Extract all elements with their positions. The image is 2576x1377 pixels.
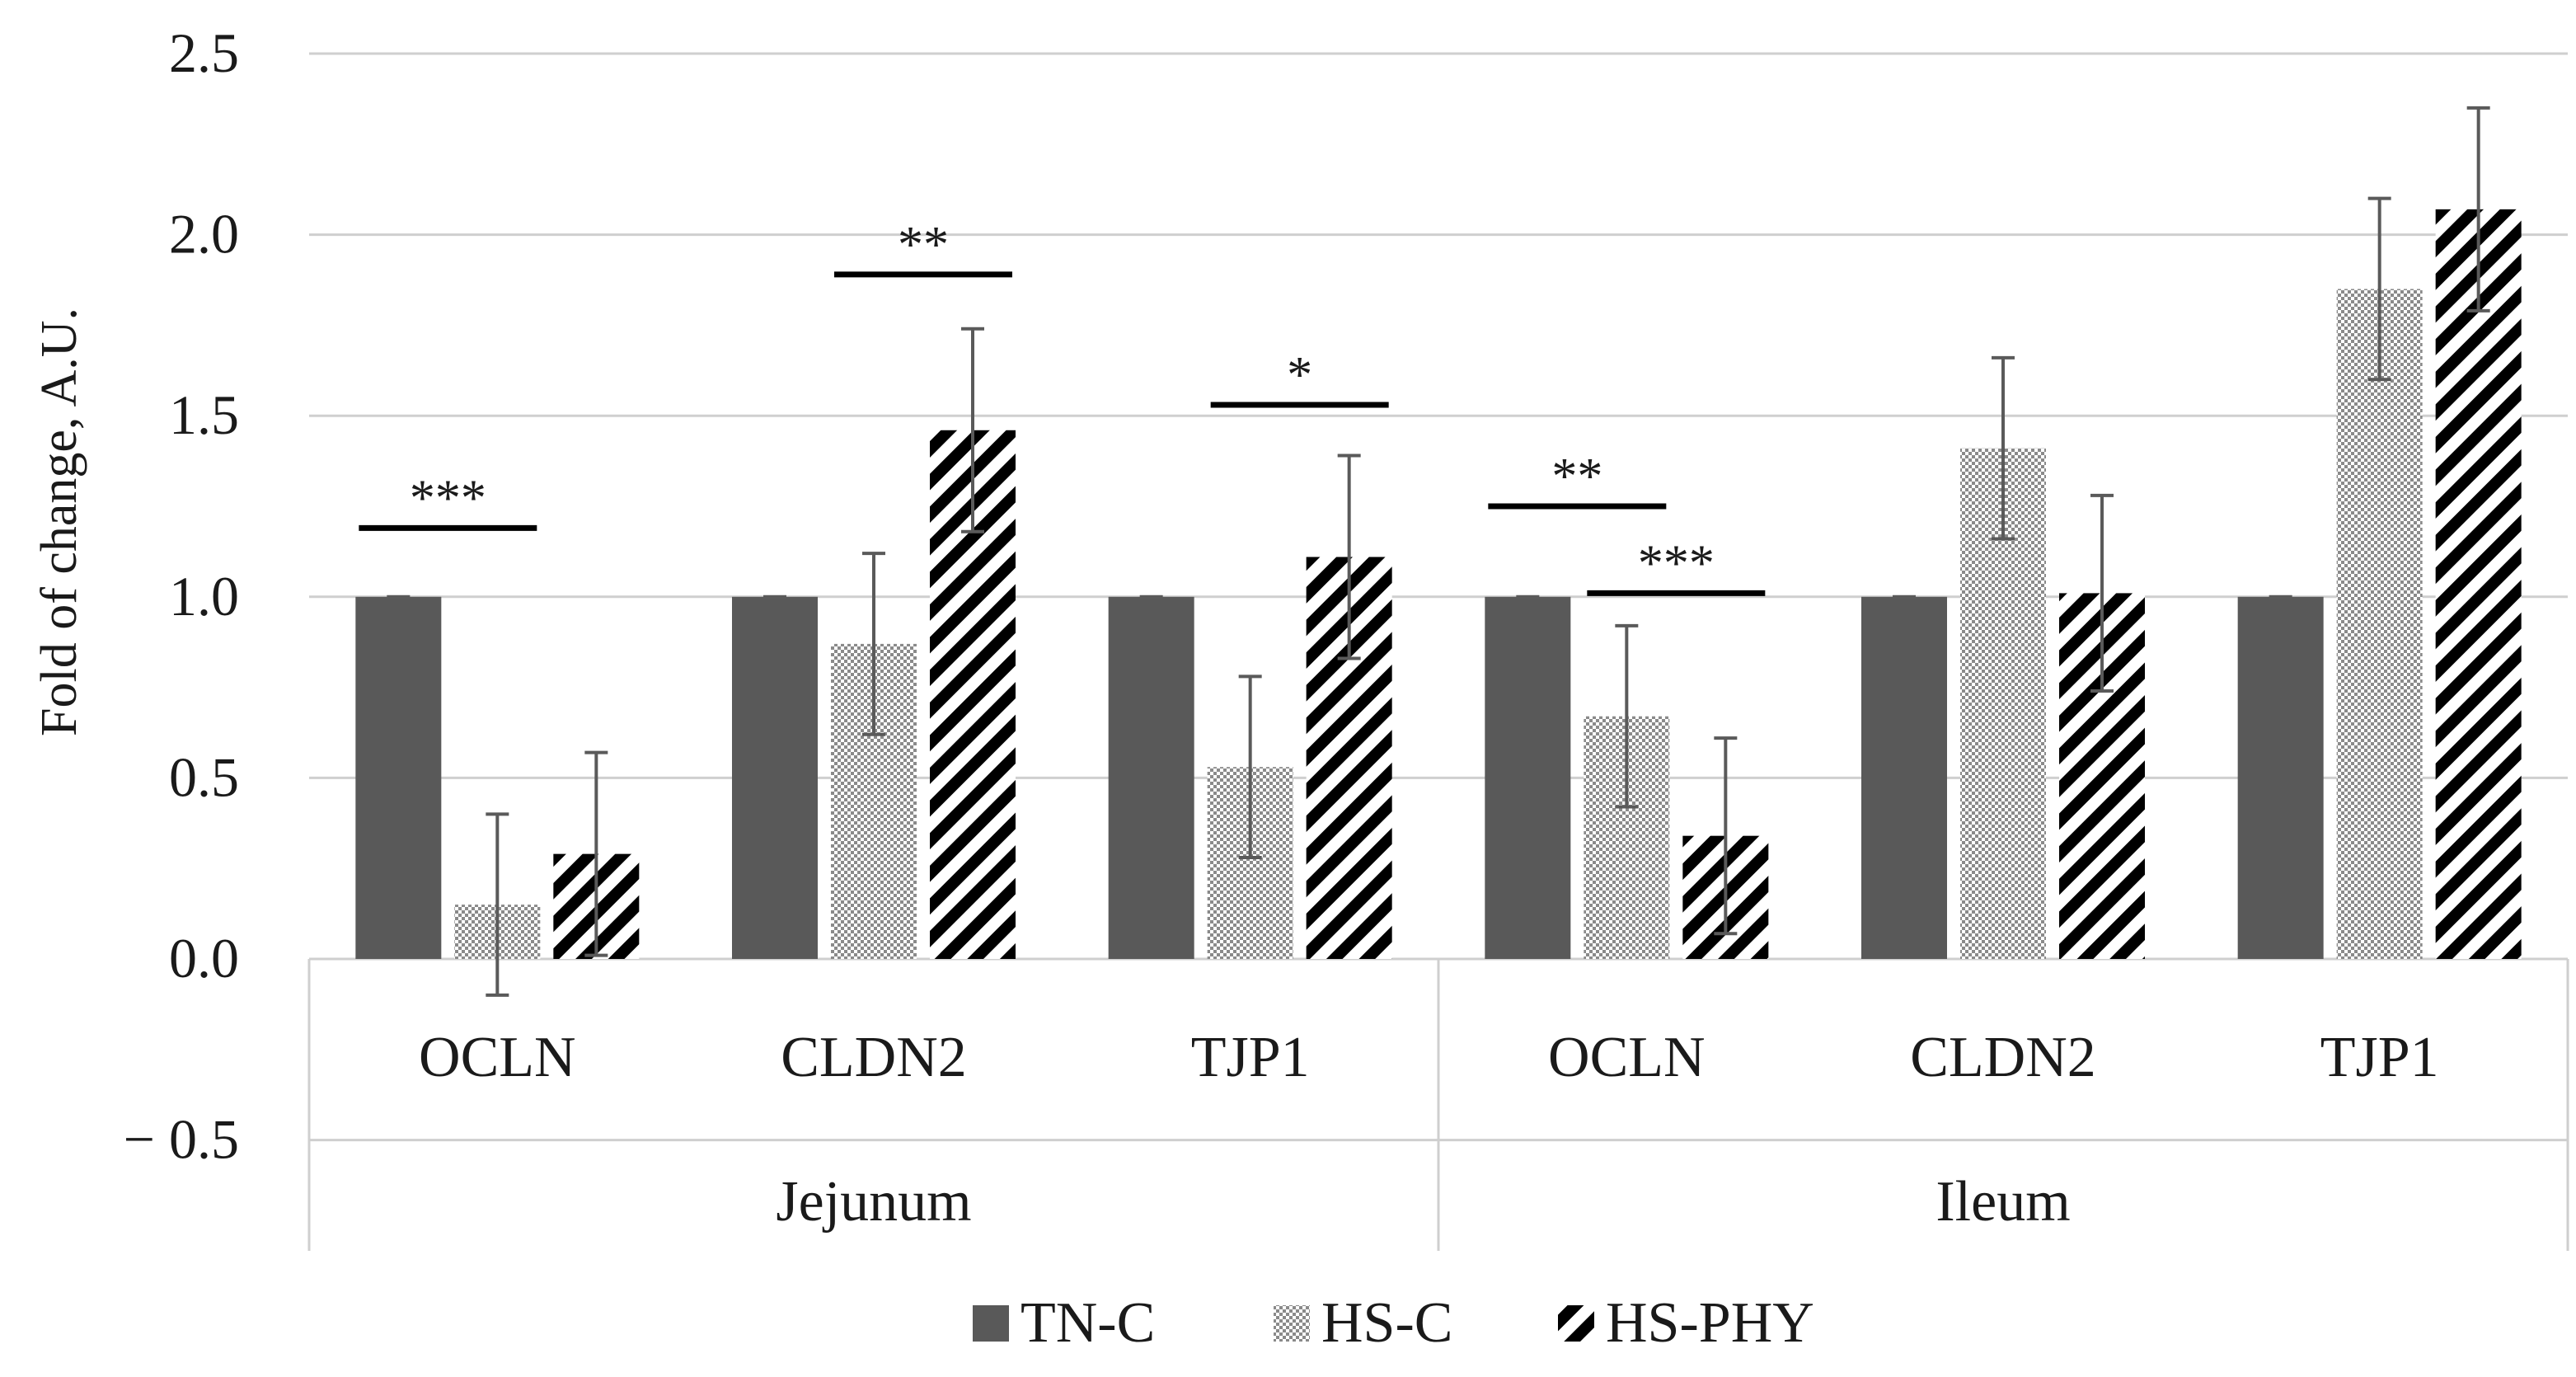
group-label: Jejunum [776, 1170, 971, 1234]
legend-label: TN-C [1021, 1291, 1155, 1355]
y-tick-label: 1.5 [169, 383, 239, 446]
y-tick-label: 1.0 [169, 565, 239, 627]
legend-swatch-hs-phy [1558, 1305, 1594, 1342]
bar-tn-c [732, 596, 818, 959]
bar-tn-c [2237, 596, 2324, 959]
bar-tn-c [355, 596, 442, 959]
significance-markers: *********** [359, 217, 1766, 596]
y-tick-label: 0.0 [169, 927, 239, 989]
category-label: OCLN [1548, 1026, 1706, 1089]
bar-tn-c [1485, 596, 1571, 959]
significance-label: *** [1638, 535, 1715, 591]
y-tick-label: − 0.5 [124, 1108, 239, 1171]
legend-label: HS-C [1321, 1291, 1452, 1355]
category-label: CLDN2 [781, 1026, 967, 1089]
y-axis-title: Fold of change, A.U. [31, 308, 87, 736]
y-tick-label: 0.5 [169, 745, 239, 808]
y-tick-label: 2.5 [169, 21, 239, 84]
bar-tn-c [1108, 596, 1194, 959]
legend: TN-C HS-C HS-PHY [973, 1291, 1814, 1355]
category-label: CLDN2 [1910, 1026, 2096, 1089]
category-labels: OCLN CLDN2 TJP1 OCLN CLDN2 TJP1 [419, 1026, 2439, 1089]
significance-label: ** [1551, 449, 1602, 505]
significance-label: *** [410, 470, 486, 526]
category-label: OCLN [419, 1026, 576, 1089]
legend-swatch-hs-c [1274, 1305, 1310, 1342]
significance-label: ** [898, 217, 949, 273]
significance-label: * [1287, 347, 1312, 403]
legend-label: HS-PHY [1606, 1291, 1814, 1355]
category-axis-frame [307, 957, 2569, 1251]
category-label: TJP1 [2320, 1026, 2439, 1089]
error-bars [387, 106, 2490, 997]
bar-hs-c [2336, 289, 2423, 960]
y-axis-ticks: 2.5 2.0 1.5 1.0 0.5 0.0 − 0.5 [124, 21, 239, 1171]
bar-tn-c [1861, 596, 1947, 959]
y-tick-label: 2.0 [169, 203, 239, 266]
group-label: Ileum [1936, 1170, 2070, 1234]
group-labels: Jejunum Ileum [776, 1170, 2070, 1234]
category-label: TJP1 [1191, 1026, 1310, 1089]
bar-hs-phy [2435, 209, 2522, 959]
bars [355, 209, 2522, 960]
grid-lines [309, 52, 2568, 779]
legend-swatch-tn-c [973, 1305, 1009, 1342]
